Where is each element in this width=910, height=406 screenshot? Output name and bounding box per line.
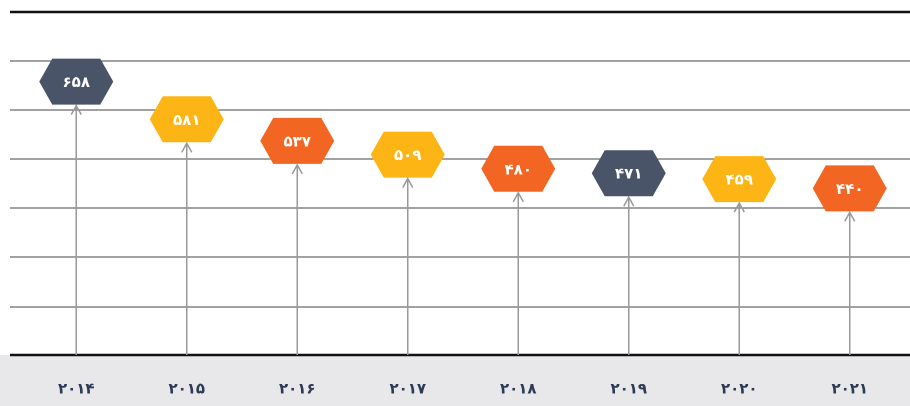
value-label: ۴۷۱	[615, 165, 642, 183]
x-tick-label: ۲۰۱۴	[58, 380, 95, 398]
value-label: ۵۰۹	[394, 146, 421, 164]
hexagon	[812, 165, 887, 212]
hexagon	[481, 145, 556, 192]
x-tick-label: ۲۰۲۰	[721, 380, 758, 398]
arrow-head	[512, 191, 524, 203]
value-label: ۶۵۸	[63, 73, 90, 91]
hexagon	[370, 131, 445, 178]
arrow-head	[844, 210, 856, 222]
value-label: ۵۸۱	[173, 111, 200, 129]
hexagon	[702, 156, 777, 203]
hexagon	[39, 58, 114, 105]
arrow-head	[733, 201, 745, 213]
x-tick-label: ۲۰۱۶	[279, 380, 316, 398]
hexagon	[591, 150, 666, 197]
x-tick-label: ۲۰۱۹	[610, 380, 647, 398]
x-tick-label: ۲۰۲۱	[831, 380, 868, 398]
value-label: ۵۳۷	[284, 132, 311, 150]
value-label: ۴۸۰	[505, 160, 532, 178]
value-label: ۴۴۰	[836, 180, 863, 198]
arrow-head	[291, 163, 303, 175]
value-label: ۴۵۹	[726, 171, 753, 189]
arrow-head	[402, 177, 414, 188]
arrow-head	[70, 104, 82, 115]
x-tick-label: ۲۰۱۸	[500, 380, 537, 398]
axis-band	[0, 355, 910, 406]
x-tick-label: ۲۰۱۷	[389, 380, 426, 398]
x-tick-label: ۲۰۱۵	[168, 380, 205, 398]
arrow-head	[181, 141, 193, 153]
hexagon	[149, 96, 224, 143]
hexagon	[260, 117, 335, 164]
arrow-head	[623, 195, 635, 207]
